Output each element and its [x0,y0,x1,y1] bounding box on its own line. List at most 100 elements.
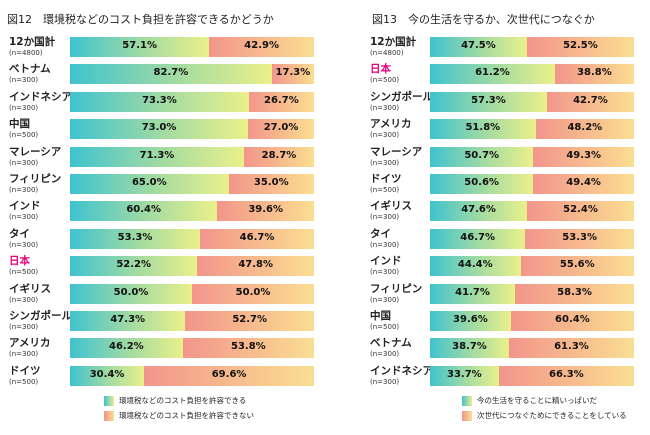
stacked-bar: 46.2% 53.8% [70,338,314,359]
category-name: インドネシア [370,364,433,377]
value-label: 52.5% [563,40,598,51]
bar-segment-first-series: 57.3% [430,91,547,112]
category-label: ドイツ (n=500) [9,365,41,387]
bar-row: 中国 (n=500) 39.6% 60.4% [368,310,650,334]
legend-item: 環境税などのコスト負担を許容できる [104,393,254,408]
value-label: 50.0% [113,286,149,298]
value-label: 38.7% [452,341,487,353]
bar-segment-second-series: 60.4% [510,311,634,331]
category-name: インドネシア [9,90,72,103]
value-label: 27.0% [263,122,299,134]
category-label: タイ (n=300) [370,228,399,250]
bar-segment-second-series: 66.3% [498,365,634,386]
category-name: マレーシア [9,145,62,158]
value-label: 53.8% [230,341,266,353]
stacked-bar: 47.6% 52.4% [430,201,634,222]
legend-label: 環境税などのコスト負担を許容できない [119,411,254,420]
bar-segment-first-series: 30.4% [70,365,145,386]
stacked-bar: 50.6% 49.4% [430,174,634,194]
bar-row: 日本 (n=500) 61.2% 38.8% [368,63,650,87]
bar-segment-second-series: 39.6% [217,201,314,222]
sample-size: (n=300) [370,131,400,140]
category-name: 12か国計 [9,36,56,48]
value-label: 50.6% [464,177,499,188]
sample-size: (n=500) [370,323,400,331]
sample-size: (n=300) [9,158,39,167]
legend-label: 環境税などのコスト負担を許容できる [119,396,247,405]
stacked-bar: 82.7% 17.3% [70,64,314,85]
bar-segment-second-series: 49.4% [533,174,634,194]
legend-swatch-reject [104,410,114,421]
chart-title: 図12 環境税などのコスト負担を許容できるかどうか [7,13,274,26]
bar-row: ドイツ (n=500) 50.6% 49.4% [368,173,650,197]
sample-size: (n=300) [370,158,400,167]
bar-segment-second-series: 48.2% [535,119,634,140]
sample-size: (n=500) [370,76,400,85]
legend: 環境税などのコスト負担を許容できる 環境税などのコスト負担を許容できない [104,393,254,423]
bar-row: シンガポール (n=300) 57.3% 42.7% [368,91,650,115]
sample-size: (n=300) [9,350,39,359]
bar-segment-second-series: 17.3% [271,64,314,85]
sample-size: (n=300) [370,295,400,304]
value-label: 39.6% [248,204,284,216]
sample-size: (n=300) [9,323,39,331]
bar-segment-second-series: 52.5% [526,37,634,57]
stacked-bar: 44.4% 55.6% [430,256,634,277]
stacked-bar: 38.7% 61.3% [430,338,634,359]
legend: 今の生活を守ることに精いっぱいだ 次世代につなぐためにできることをしている [462,393,627,423]
category-label: ベトナム (n=300) [9,63,51,85]
category-name: インド [370,255,402,268]
category-label: フィリピン (n=300) [370,283,422,305]
category-name: タイ [370,227,391,240]
sample-size: (n=300) [9,186,39,194]
category-name: ベトナム [9,63,51,76]
bar-segment-second-series: 53.8% [182,338,314,359]
value-label: 53.3% [117,231,153,243]
category-label: 12か国計 (n=4800) [9,36,55,58]
value-label: 49.3% [566,149,602,161]
category-label: インドネシア (n=300) [9,91,72,113]
bar-segment-first-series: 38.7% [430,338,509,359]
bar-segment-second-series: 50.0% [192,283,314,304]
bar-segment-second-series: 28.7% [243,146,314,167]
bar-segment-second-series: 35.0% [228,174,314,194]
bar-segment-second-series: 61.3% [508,338,634,359]
sample-size: (n=300) [9,295,39,304]
bar-segment-first-series: 50.7% [430,146,534,167]
sample-size: (n=500) [9,268,39,277]
bar-segment-first-series: 50.0% [70,283,192,304]
stacked-bar: 41.7% 58.3% [430,283,634,304]
value-label: 42.7% [573,94,608,106]
bar-row: シンガポール (n=300) 47.3% 52.7% [0,310,325,334]
category-name: 日本 [9,255,30,268]
bar-row: インドネシア (n=300) 73.3% 26.7% [0,91,325,115]
category-label: イギリス (n=300) [9,283,51,305]
bar-segment-first-series: 65.0% [70,174,229,194]
bar-segment-first-series: 53.3% [70,228,201,249]
value-label: 73.0% [141,122,177,134]
sample-size: (n=500) [9,131,39,140]
value-label: 47.8% [238,259,274,271]
bar-segment-first-series: 73.3% [70,91,249,112]
category-label: 12か国計 (n=4800) [370,36,416,58]
value-label: 28.7% [261,149,297,161]
bar-segment-first-series: 46.7% [430,228,526,249]
stacked-bar: 73.0% 27.0% [70,119,314,140]
value-label: 35.0% [253,177,289,188]
bar-row: アメリカ (n=300) 51.8% 48.2% [368,118,650,142]
sample-size: (n=300) [370,103,400,112]
category-label: シンガポール (n=300) [9,310,72,332]
category-label: フィリピン (n=300) [9,173,61,195]
sample-size: (n=4800) [370,49,404,57]
bar-segment-first-series: 61.2% [430,64,555,85]
bar-segment-second-series: 26.7% [248,91,314,112]
legend-label: 次世代につなぐためにできることをしている [477,411,627,420]
bar-row: タイ (n=300) 46.7% 53.3% [368,228,650,252]
value-label: 50.7% [464,149,500,161]
stacked-bar: 73.3% 26.7% [70,91,314,112]
category-name: シンガポール [370,90,433,103]
value-label: 53.3% [562,231,597,243]
sample-size: (n=300) [370,377,400,386]
bar-row: イギリス (n=300) 47.6% 52.4% [368,200,650,224]
value-label: 49.4% [566,177,601,188]
